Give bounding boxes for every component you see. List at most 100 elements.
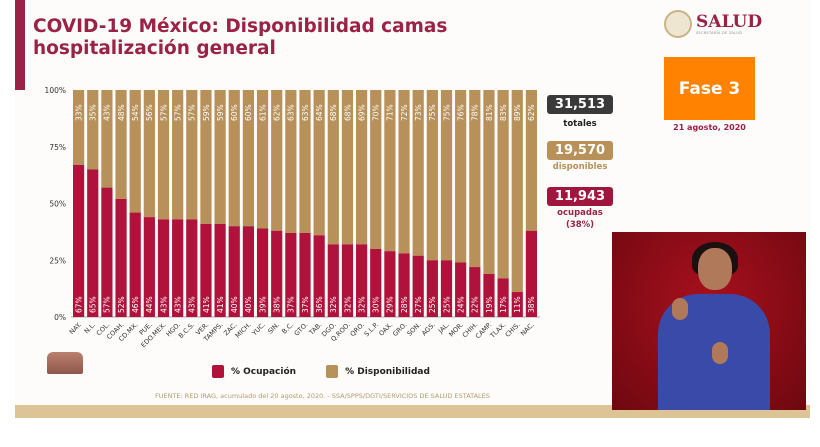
y-tick-label: 50% bbox=[49, 200, 66, 209]
x-tick-label: CHIS. bbox=[504, 321, 522, 339]
bar-availability bbox=[214, 90, 226, 224]
data-label-availability: 89% bbox=[513, 104, 522, 121]
bar-occupation bbox=[370, 248, 382, 317]
bar-occupation bbox=[115, 198, 127, 317]
bar-availability bbox=[73, 90, 85, 165]
bar-availability bbox=[440, 90, 453, 261]
data-label-occupation: 52% bbox=[117, 296, 126, 313]
data-label-availability: 81% bbox=[485, 104, 494, 121]
data-label-occupation: 25% bbox=[428, 296, 437, 313]
available-label: disponibles bbox=[552, 162, 608, 172]
bar-availability bbox=[101, 90, 113, 188]
bar-occupation bbox=[271, 230, 283, 317]
bar-availability bbox=[157, 90, 170, 220]
data-label-occupation: 29% bbox=[386, 296, 395, 313]
data-label-availability: 62% bbox=[527, 104, 536, 121]
data-label-occupation: 28% bbox=[400, 296, 409, 313]
data-label-availability: 59% bbox=[216, 104, 225, 121]
data-label-availability: 71% bbox=[386, 104, 395, 121]
bar-occupation bbox=[341, 244, 354, 317]
x-tick-label: GTO. bbox=[293, 321, 310, 338]
bar-occupation bbox=[172, 219, 184, 317]
data-label-availability: 70% bbox=[372, 104, 381, 121]
data-label-availability: 63% bbox=[287, 104, 296, 121]
x-tick-label: GRO. bbox=[391, 321, 408, 338]
data-label-occupation: 38% bbox=[273, 296, 282, 313]
data-label-availability: 78% bbox=[471, 104, 480, 121]
data-label-occupation: 38% bbox=[527, 296, 536, 313]
x-tick-label: SON. bbox=[406, 321, 423, 338]
data-label-occupation: 32% bbox=[343, 296, 352, 313]
bar-availability bbox=[426, 90, 438, 261]
data-label-availability: 63% bbox=[301, 104, 310, 121]
legend-swatch-occupation bbox=[212, 365, 224, 378]
data-label-occupation: 46% bbox=[131, 296, 140, 313]
data-label-occupation: 37% bbox=[287, 296, 296, 313]
data-label-availability: 68% bbox=[343, 104, 352, 121]
data-label-occupation: 19% bbox=[485, 296, 494, 313]
bar-occupation bbox=[73, 164, 85, 317]
data-label-availability: 35% bbox=[89, 104, 98, 121]
data-label-availability: 43% bbox=[103, 104, 112, 121]
interpreter-head bbox=[698, 248, 732, 290]
data-label-availability: 72% bbox=[400, 104, 409, 121]
bar-occupation bbox=[101, 187, 113, 317]
x-tick-label: QRO. bbox=[349, 321, 366, 338]
data-label-occupation: 43% bbox=[159, 296, 168, 313]
bar-availability bbox=[327, 90, 339, 245]
bar-occupation bbox=[525, 230, 537, 317]
data-label-availability: 75% bbox=[428, 104, 437, 121]
legend-swatch-availability bbox=[326, 365, 339, 378]
bar-occupation bbox=[384, 251, 396, 317]
data-label-occupation: 11% bbox=[513, 296, 522, 313]
x-tick-label: CAMP. bbox=[474, 321, 494, 341]
data-label-occupation: 40% bbox=[244, 296, 253, 313]
bar-occupation bbox=[143, 217, 155, 317]
bar-occupation bbox=[157, 219, 170, 317]
bar-chart: 0%25%50%75%100%67%33%NAY.65%35%N.L.57%43… bbox=[45, 86, 540, 349]
data-label-occupation: 32% bbox=[329, 296, 338, 313]
bar-availability bbox=[242, 90, 254, 227]
seal-icon bbox=[664, 10, 692, 38]
page-title: COVID-19 México: Disponibilidad camas ho… bbox=[33, 16, 448, 59]
data-label-occupation: 44% bbox=[145, 296, 154, 313]
bar-availability bbox=[511, 90, 523, 293]
data-label-occupation: 57% bbox=[103, 296, 112, 313]
x-tick-label: NAC. bbox=[519, 321, 536, 338]
bar-occupation bbox=[256, 228, 269, 317]
x-tick-label: MICH. bbox=[234, 321, 253, 340]
data-label-occupation: 25% bbox=[442, 296, 451, 313]
logo-subtext: SECRETARÍA DE SALUD bbox=[696, 30, 743, 35]
data-label-availability: 64% bbox=[315, 104, 324, 121]
logo-text: SALUD bbox=[696, 11, 763, 32]
bar-availability bbox=[356, 90, 368, 245]
bar-availability bbox=[129, 90, 141, 213]
bar-availability bbox=[455, 90, 467, 263]
total-value: 31,513 bbox=[547, 95, 613, 114]
data-label-occupation: 67% bbox=[74, 296, 83, 313]
data-label-occupation: 22% bbox=[471, 296, 480, 313]
data-label-occupation: 65% bbox=[89, 296, 98, 313]
bar-availability bbox=[285, 90, 297, 234]
bar-occupation bbox=[327, 244, 339, 317]
data-label-occupation: 43% bbox=[188, 296, 197, 313]
salud-logo: SALUD SECRETARÍA DE SALUD bbox=[664, 10, 762, 38]
data-label-availability: 59% bbox=[202, 104, 211, 121]
bar-availability bbox=[412, 90, 424, 256]
data-label-availability: 60% bbox=[230, 104, 239, 121]
bar-availability bbox=[525, 90, 537, 231]
bar-availability bbox=[469, 90, 481, 268]
bar-occupation bbox=[440, 260, 453, 317]
data-label-availability: 69% bbox=[357, 104, 366, 121]
bar-occupation bbox=[200, 223, 212, 317]
data-label-occupation: 36% bbox=[315, 296, 324, 313]
bar-occupation bbox=[398, 253, 410, 317]
total-label: totales bbox=[563, 119, 597, 129]
bar-availability bbox=[143, 90, 155, 218]
bar-occupation bbox=[228, 226, 240, 317]
x-tick-label: TLAX. bbox=[488, 321, 508, 341]
bar-availability bbox=[256, 90, 269, 229]
data-label-occupation: 27% bbox=[414, 296, 423, 313]
data-label-availability: 57% bbox=[173, 104, 182, 121]
bar-occupation bbox=[483, 273, 495, 317]
